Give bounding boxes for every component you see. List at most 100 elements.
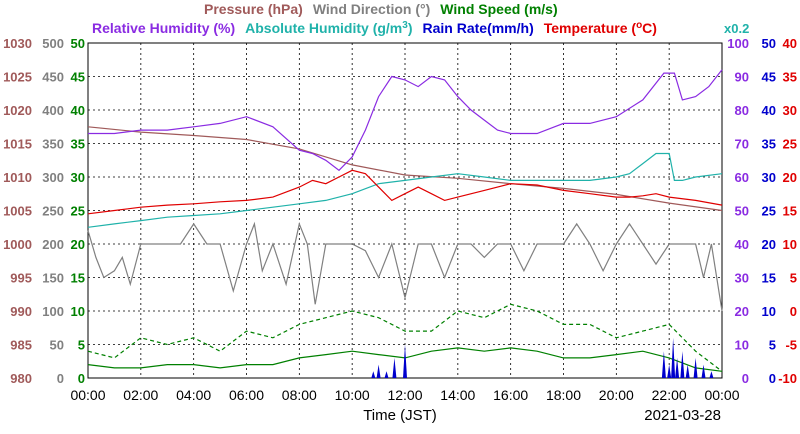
rain-multiplier-label: x0.2: [724, 21, 749, 36]
series-pressure-hpa: [87, 126, 723, 212]
plot-area: [87, 69, 723, 378]
x-tick: 00:00: [70, 387, 105, 403]
legend-rain_rate: Rain Rate(mm/h): [423, 20, 534, 36]
y-tick-temperature: 20: [783, 170, 797, 185]
y-tick-pressure: 980: [10, 371, 32, 386]
y-tick-temperature: 15: [783, 204, 797, 219]
x-tick: 00:00: [704, 387, 739, 403]
legend-rel_humidity: Relative Humidity (%): [92, 20, 235, 36]
x-tick: 04:00: [176, 387, 211, 403]
y-tick-rel_humidity: 70: [735, 137, 749, 152]
y-tick-wind_dir: 200: [42, 237, 64, 252]
series-relative-humidity: [88, 69, 723, 172]
y-tick-pressure: 1000: [3, 237, 32, 252]
y-tick-wind_dir: 50: [50, 338, 64, 353]
x-tick: 20:00: [599, 387, 634, 403]
date-label: 2021-03-28: [644, 407, 721, 424]
y-tick-pressure: 1010: [3, 170, 32, 185]
legend-temperature: Temperature (oC): [544, 20, 657, 36]
axis-labels: 1030102510201015101010051000995990985980…: [3, 36, 797, 403]
x-tick: 10:00: [335, 387, 370, 403]
y-tick-rain_rate: 50: [762, 36, 776, 51]
y-tick-wind_speed: 15: [71, 271, 85, 286]
y-tick-wind_speed: 50: [71, 36, 85, 51]
rain-bar: [661, 351, 666, 378]
y-tick-temperature: 35: [783, 70, 797, 85]
y-tick-wind_dir: 350: [42, 137, 64, 152]
rain-bar: [667, 364, 672, 378]
y-tick-rain_rate: 5: [769, 338, 776, 353]
y-tick-rain_rate: 35: [762, 137, 776, 152]
y-tick-wind_dir: 450: [42, 70, 64, 85]
y-tick-wind_dir: 0: [57, 371, 64, 386]
y-tick-rel_humidity: 90: [735, 70, 749, 85]
y-tick-wind_speed: 25: [71, 204, 85, 219]
legend-abs_humidity: Absolute Humidity (g/m3): [245, 20, 412, 36]
legend-pressure: Pressure (hPa): [204, 1, 303, 17]
rain-bar: [392, 357, 397, 378]
y-tick-temperature: 10: [783, 237, 797, 252]
series-temperature-oc: [87, 169, 723, 215]
y-tick-rel_humidity: 50: [735, 204, 749, 219]
y-tick-rain_rate: 45: [762, 70, 776, 85]
y-tick-rel_humidity: 0: [742, 371, 749, 386]
y-tick-wind_speed: 30: [71, 170, 85, 185]
y-tick-rain_rate: 40: [762, 103, 776, 118]
rain-bar: [671, 337, 676, 378]
y-tick-wind_speed: 35: [71, 137, 85, 152]
rain-bar: [693, 357, 698, 378]
y-tick-temperature: 5: [790, 271, 797, 286]
y-tick-rel_humidity: 30: [735, 271, 749, 286]
rain-bar: [675, 357, 680, 378]
y-tick-temperature: -10: [778, 371, 797, 386]
y-tick-rel_humidity: 10: [735, 338, 749, 353]
y-tick-wind_speed: 5: [78, 338, 85, 353]
y-tick-pressure: 1015: [3, 137, 32, 152]
x-tick: 12:00: [387, 387, 422, 403]
chart-legend: Pressure (hPa) Wind Direction (°) Wind Spe…: [92, 1, 749, 36]
y-tick-rain_rate: 20: [762, 237, 776, 252]
y-tick-temperature: 40: [783, 36, 797, 51]
x-tick: 18:00: [546, 387, 581, 403]
series-wind-speed-gust-m-s: [87, 303, 723, 372]
y-tick-temperature: -5: [785, 338, 797, 353]
y-tick-pressure: 995: [10, 271, 32, 286]
y-tick-temperature: 0: [790, 304, 797, 319]
y-tick-pressure: 1005: [3, 204, 32, 219]
y-tick-rain_rate: 0: [769, 371, 776, 386]
y-tick-wind_dir: 500: [42, 36, 64, 51]
y-tick-rel_humidity: 60: [735, 170, 749, 185]
y-tick-wind_dir: 300: [42, 170, 64, 185]
rain-bar: [685, 364, 690, 378]
legend-wind_dir: Wind Direction (°): [313, 1, 430, 17]
y-tick-rain_rate: 10: [762, 304, 776, 319]
x-tick: 02:00: [123, 387, 158, 403]
legend-wind_speed: Wind Speed (m/s): [440, 1, 557, 17]
y-tick-wind_speed: 0: [78, 371, 85, 386]
rain-bar: [709, 371, 714, 378]
rain-bar: [680, 351, 685, 378]
chart-grid: [87, 42, 723, 379]
y-tick-rel_humidity: 20: [735, 304, 749, 319]
y-tick-rain_rate: 30: [762, 170, 776, 185]
y-tick-wind_dir: 250: [42, 204, 64, 219]
rain-bar: [403, 344, 407, 378]
y-tick-pressure: 990: [10, 304, 32, 319]
y-tick-wind_speed: 40: [71, 103, 85, 118]
y-tick-rel_humidity: 40: [735, 237, 749, 252]
y-tick-rain_rate: 15: [762, 271, 776, 286]
y-tick-pressure: 1025: [3, 70, 32, 85]
y-tick-wind_dir: 150: [42, 271, 64, 286]
y-tick-wind_speed: 10: [71, 304, 85, 319]
x-tick: 14:00: [440, 387, 475, 403]
series-wind-direction: [87, 221, 723, 312]
x-tick: 08:00: [282, 387, 317, 403]
y-tick-wind_speed: 45: [71, 70, 85, 85]
y-tick-wind_speed: 20: [71, 237, 85, 252]
x-tick: 16:00: [493, 387, 528, 403]
y-tick-rel_humidity: 80: [735, 103, 749, 118]
rain-bar: [371, 371, 376, 378]
y-tick-wind_dir: 100: [42, 304, 64, 319]
y-tick-pressure: 1020: [3, 103, 32, 118]
